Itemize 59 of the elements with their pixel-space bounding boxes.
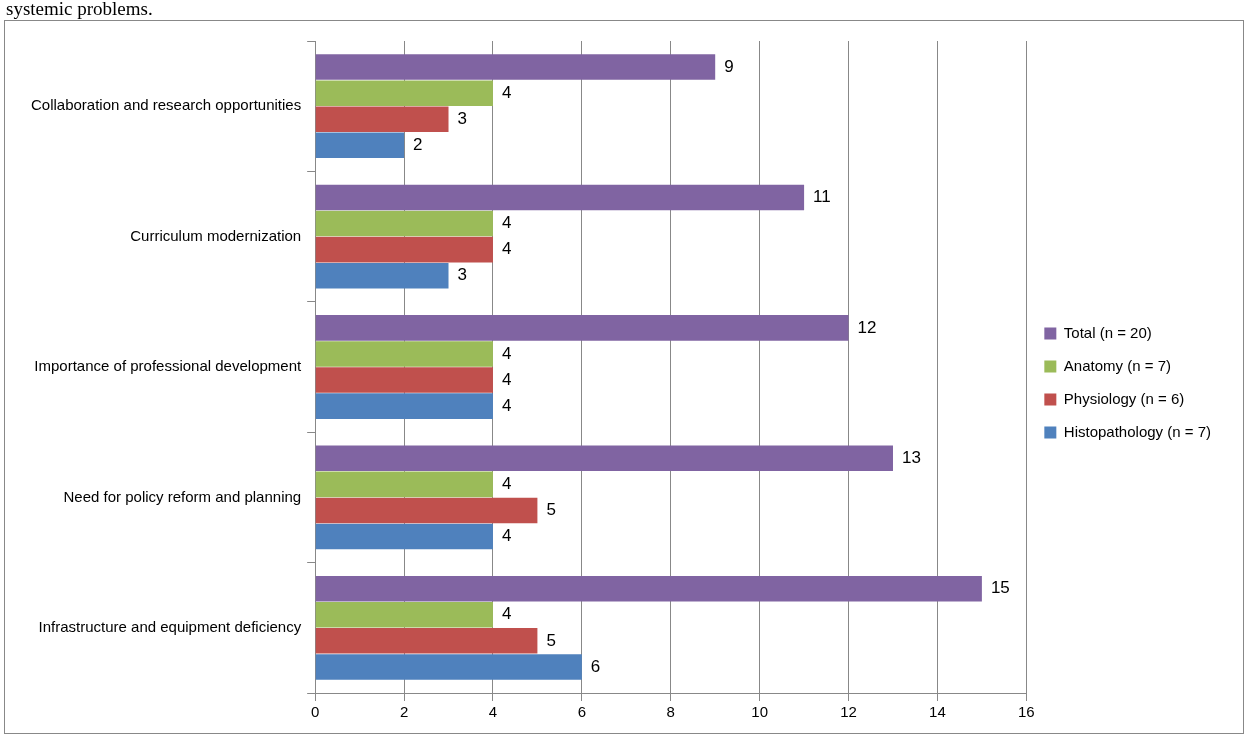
x-tick-label: 0	[311, 703, 320, 721]
bar	[315, 341, 493, 367]
legend-label: Anatomy (n = 7)	[1063, 356, 1171, 374]
data-label: 4	[501, 395, 512, 415]
bar	[315, 54, 716, 80]
bar	[315, 601, 493, 628]
x-tick-label: 4	[488, 703, 498, 721]
x-tick-label: 10	[751, 703, 768, 721]
data-label: 9	[724, 56, 734, 76]
data-label: 4	[501, 343, 512, 363]
data-label: 4	[501, 213, 512, 233]
bar	[315, 210, 493, 237]
y-tick-label: Infrastructure and equipment deficiency	[38, 617, 302, 635]
bar	[315, 628, 538, 654]
data-label: 3	[457, 108, 467, 128]
bar	[315, 393, 493, 419]
y-tick-label: Curriculum modernization	[130, 226, 302, 244]
data-label: 13	[901, 447, 921, 467]
bar	[315, 497, 538, 524]
x-tick-label: 8	[666, 703, 675, 721]
legend-label: Total (n = 20)	[1063, 323, 1152, 341]
data-label: 11	[813, 187, 831, 207]
text: systemic problems.	[6, 0, 154, 19]
bar	[315, 445, 893, 472]
data-label: 4	[501, 369, 512, 389]
data-label: 15	[990, 578, 1010, 598]
data-label: 6	[590, 656, 601, 676]
data-label: 5	[546, 630, 556, 650]
data-label: 2	[413, 135, 423, 155]
data-label: 12	[857, 317, 877, 337]
y-tick-label: Importance of professional development	[34, 357, 302, 375]
y-tick-label: Collaboration and research opportunities	[31, 96, 302, 114]
bar	[315, 132, 405, 159]
bar	[315, 471, 493, 498]
bar	[315, 367, 493, 393]
data-label: 4	[501, 82, 512, 102]
data-label: 3	[457, 265, 467, 285]
data-label: 5	[546, 500, 556, 520]
data-label: 4	[501, 239, 512, 259]
bar	[315, 262, 449, 289]
bar	[315, 184, 805, 211]
x-tick-label: 14	[929, 703, 946, 721]
bar	[315, 523, 493, 550]
bar	[315, 236, 493, 263]
bar	[315, 80, 493, 106]
data-label: 4	[501, 604, 512, 624]
data-label: 4	[501, 474, 512, 494]
x-tick-label: 12	[840, 703, 857, 721]
x-tick-label: 2	[399, 703, 409, 721]
legend-label: Histopathology (n = 7)	[1063, 422, 1212, 440]
data-label: 4	[501, 526, 512, 546]
x-tick-label: 6	[577, 703, 587, 721]
y-tick-label: Need for policy reform and planning	[63, 487, 302, 505]
bar	[315, 575, 982, 602]
bar	[315, 315, 849, 341]
legend-label: Physiology (n = 6)	[1063, 389, 1185, 407]
x-tick-label: 16	[1017, 703, 1035, 721]
bar	[315, 106, 449, 133]
bar	[315, 654, 582, 680]
